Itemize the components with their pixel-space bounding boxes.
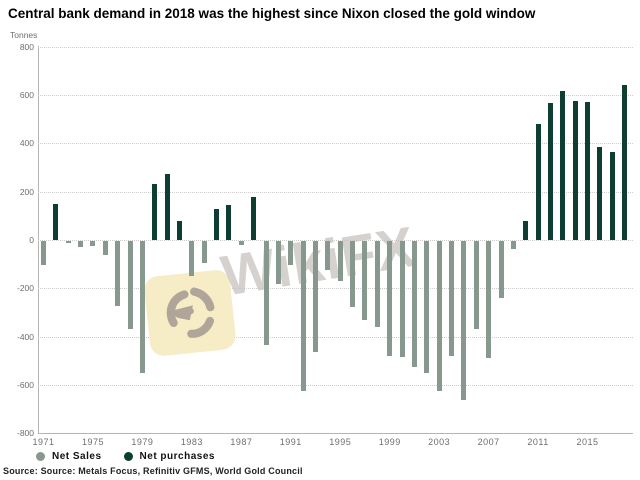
y-tick-label-800: 800 — [19, 41, 34, 52]
bar-1977-net-sales — [115, 241, 121, 307]
bar-2012-net-purchases — [547, 103, 553, 240]
bar-2015-net-purchases — [585, 102, 591, 240]
eagle-icon — [166, 287, 215, 338]
net-sales-legend-dot — [36, 451, 45, 461]
bar-1981-net-purchases — [164, 173, 170, 240]
bar-1971-net-sales — [41, 241, 46, 266]
bar-2018-net-purchases — [622, 85, 628, 240]
bar-1986-net-purchases — [226, 204, 232, 240]
x-tick-label-1979: 1979 — [131, 437, 154, 447]
x-tick-label-2007: 2007 — [477, 437, 500, 447]
gridline-600 — [38, 95, 633, 96]
x-tick-label-1991: 1991 — [279, 437, 302, 447]
bar-2010-net-purchases — [523, 220, 529, 240]
bar-2017-net-purchases — [609, 151, 615, 240]
bar-2003-net-sales — [436, 241, 442, 391]
x-tick-label-1975: 1975 — [81, 437, 104, 447]
bar-1989-net-sales — [263, 241, 269, 345]
chart-title: Central bank demand in 2018 was the high… — [8, 6, 536, 21]
bar-1994-net-sales — [325, 241, 331, 270]
y-tick-label--800: -800 — [16, 428, 34, 439]
y-tick-label-0: 0 — [29, 235, 34, 245]
bar-1985-net-purchases — [214, 208, 220, 240]
x-tick-label-1999: 1999 — [378, 437, 401, 447]
bar-2011-net-purchases — [535, 124, 541, 240]
bar-1988-net-purchases — [251, 196, 257, 240]
bar-1987-net-sales — [238, 241, 244, 245]
bar-1998-net-sales — [374, 241, 380, 327]
bar-1976-net-sales — [102, 241, 108, 256]
bar-1979-net-sales — [139, 241, 145, 373]
bar-1974-net-sales — [78, 241, 84, 248]
legend: Net Sales Net purchases — [36, 450, 215, 462]
bar-1990-net-sales — [275, 241, 281, 285]
bar-2013-net-purchases — [560, 91, 566, 240]
watermark-badge — [143, 268, 237, 358]
bar-1995-net-sales — [337, 241, 343, 281]
y-tick-label-600: 600 — [19, 90, 34, 100]
x-tick-label-2011: 2011 — [527, 437, 549, 447]
x-tick-label-2003: 2003 — [428, 437, 451, 447]
bar-1980-net-purchases — [152, 184, 158, 240]
gridline-800 — [38, 46, 633, 48]
y-axis-line — [38, 46, 39, 433]
y-tick-label--400: -400 — [16, 331, 34, 342]
bar-1982-net-purchases — [177, 220, 182, 240]
x-axis-line — [38, 433, 633, 434]
bar-2005-net-sales — [461, 241, 467, 401]
bar-2014-net-purchases — [572, 101, 578, 240]
net-sales-legend-label: Net Sales — [52, 450, 102, 462]
gridline--400 — [38, 336, 633, 338]
gridline--600 — [38, 384, 633, 386]
gridline-400 — [38, 143, 633, 145]
bar-1983-net-sales — [189, 241, 195, 277]
bar-2008-net-sales — [498, 241, 504, 298]
bar-2002-net-sales — [424, 241, 430, 373]
bar-1991-net-sales — [288, 241, 294, 266]
bar-1972-net-purchases — [53, 203, 59, 240]
gridline-0 — [38, 240, 633, 241]
y-tick-label--200: -200 — [16, 283, 34, 294]
x-tick-label-1971: 1971 — [32, 437, 55, 447]
y-tick-label--600: -600 — [16, 379, 34, 390]
net-purchases-legend-label: Net purchases — [139, 450, 215, 462]
bar-1996-net-sales — [350, 241, 356, 308]
bar-1975-net-sales — [90, 241, 96, 246]
bar-2004-net-sales — [449, 241, 455, 356]
bar-1992-net-sales — [300, 241, 306, 391]
bar-1984-net-sales — [201, 241, 207, 263]
bar-1997-net-sales — [362, 241, 368, 320]
bar-2007-net-sales — [486, 241, 492, 359]
y-tick-label-400: 400 — [19, 138, 34, 149]
bar-1978-net-sales — [127, 241, 133, 330]
bar-2009-net-sales — [510, 241, 516, 250]
bar-2000-net-sales — [399, 241, 405, 357]
source-line: Source: Source: Metals Focus, Refinitiv … — [3, 466, 303, 476]
bar-1973-net-sales — [65, 241, 71, 244]
bar-1999-net-sales — [387, 241, 393, 356]
bar-2001-net-sales — [411, 241, 417, 367]
y-tick-label-200: 200 — [19, 186, 34, 197]
x-tick-label-2015: 2015 — [576, 437, 599, 447]
bar-2006-net-sales — [473, 241, 479, 330]
x-tick-label-1983: 1983 — [180, 437, 203, 447]
bar-2016-net-purchases — [597, 146, 603, 240]
x-tick-label-1995: 1995 — [329, 437, 352, 447]
gridline-200 — [38, 191, 633, 193]
y-axis-unit-label: Tonnes — [10, 30, 38, 40]
gridline--200 — [38, 288, 633, 290]
net-purchases-legend-dot — [123, 451, 133, 461]
x-tick-label-1987: 1987 — [230, 437, 253, 447]
bar-1993-net-sales — [313, 241, 319, 353]
